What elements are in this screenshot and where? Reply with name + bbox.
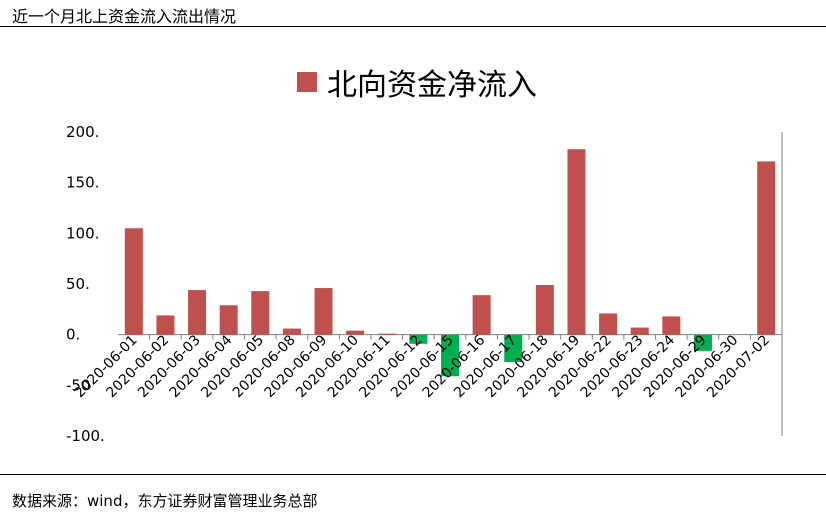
bar xyxy=(441,334,459,377)
bar xyxy=(377,333,396,335)
bar xyxy=(219,305,238,335)
y-tick-label: 50. xyxy=(66,275,90,293)
bar xyxy=(535,285,554,335)
bar xyxy=(630,327,649,335)
bar xyxy=(567,149,586,335)
bar xyxy=(156,315,175,335)
bar xyxy=(472,295,491,335)
y-tick-label: 150. xyxy=(66,174,99,192)
bottom-divider xyxy=(0,474,826,475)
y-tick-label: 0. xyxy=(66,326,80,344)
source-note: 数据来源：wind，东方证券财富管理业务总部 xyxy=(12,492,318,510)
top-divider xyxy=(0,26,826,27)
bar xyxy=(504,334,523,363)
y-tick-label: -100. xyxy=(66,427,105,445)
page-title: 近一个月北上资金流入流出情况 xyxy=(12,7,237,26)
bar xyxy=(346,330,365,335)
bar xyxy=(409,334,428,344)
bar xyxy=(693,334,712,351)
y-tick-label: 200. xyxy=(66,123,99,141)
bar xyxy=(314,288,333,335)
bar xyxy=(662,316,681,335)
y-tick-label: -50 xyxy=(66,376,91,394)
bar xyxy=(757,161,776,335)
legend-swatch xyxy=(297,72,317,92)
bar xyxy=(188,290,207,335)
bar xyxy=(599,313,618,335)
chart-legend: 北向资金净流入 xyxy=(297,62,537,103)
bar xyxy=(124,228,143,335)
legend-label: 北向资金净流入 xyxy=(327,68,537,103)
y-tick-label: 100. xyxy=(66,224,99,242)
bar xyxy=(251,291,270,335)
bar xyxy=(282,328,301,335)
